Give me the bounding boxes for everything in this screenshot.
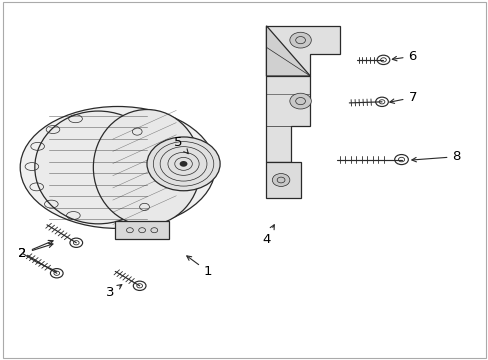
Polygon shape [115,221,168,239]
Polygon shape [266,26,339,76]
Circle shape [272,174,289,186]
Text: 1: 1 [186,256,212,278]
Polygon shape [266,162,300,198]
Polygon shape [266,76,310,162]
Text: 5: 5 [174,136,188,154]
Text: 4: 4 [262,225,274,246]
Ellipse shape [35,111,161,224]
Text: 2: 2 [19,240,53,260]
Text: 8: 8 [411,150,460,163]
Circle shape [289,93,311,109]
Polygon shape [266,26,310,76]
Ellipse shape [93,109,200,225]
Circle shape [179,161,187,167]
Text: 6: 6 [391,50,416,63]
Circle shape [289,32,311,48]
Text: 2: 2 [19,243,53,260]
Circle shape [147,137,220,191]
Text: 3: 3 [106,285,122,300]
Text: 7: 7 [389,91,416,104]
Ellipse shape [20,107,215,228]
